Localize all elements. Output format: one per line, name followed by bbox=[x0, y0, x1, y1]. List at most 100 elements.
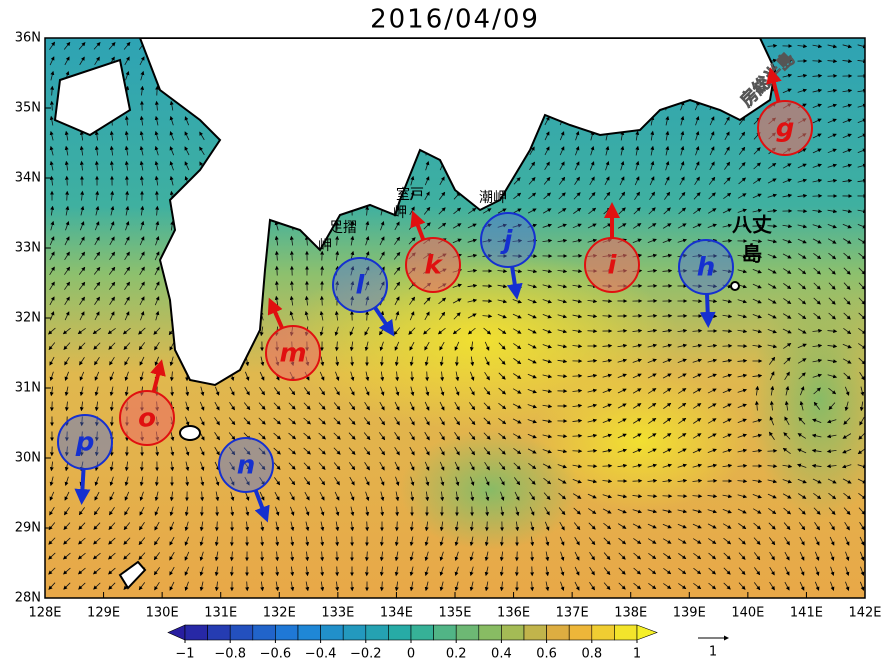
vector bbox=[364, 266, 370, 276]
vector bbox=[559, 176, 566, 185]
vector bbox=[110, 190, 115, 201]
vector bbox=[139, 356, 145, 366]
vector bbox=[680, 115, 685, 126]
vector bbox=[632, 328, 643, 333]
vector bbox=[139, 115, 144, 126]
vector bbox=[573, 207, 582, 214]
vector bbox=[467, 313, 477, 319]
vector bbox=[557, 344, 568, 349]
vector bbox=[424, 311, 430, 321]
vector bbox=[109, 221, 115, 231]
vector bbox=[544, 131, 550, 141]
vector bbox=[78, 281, 86, 290]
vector bbox=[289, 250, 294, 261]
vector bbox=[64, 56, 70, 66]
vector bbox=[557, 284, 568, 289]
vector bbox=[93, 266, 101, 275]
vector bbox=[482, 314, 493, 319]
vector bbox=[108, 281, 116, 290]
vector bbox=[812, 133, 822, 139]
vector bbox=[64, 311, 70, 321]
vector bbox=[767, 178, 777, 184]
vector bbox=[828, 282, 836, 290]
vector bbox=[572, 314, 583, 319]
vector bbox=[50, 85, 55, 96]
vector bbox=[602, 223, 612, 229]
x-tick-label: 141E bbox=[790, 606, 823, 621]
vector bbox=[530, 551, 535, 562]
vector bbox=[665, 115, 670, 126]
vector bbox=[452, 327, 461, 335]
vector bbox=[78, 41, 86, 50]
map-area bbox=[45, 38, 865, 598]
vector bbox=[199, 131, 205, 141]
vector bbox=[752, 193, 762, 199]
vector bbox=[410, 175, 415, 186]
vector bbox=[647, 268, 658, 273]
vector bbox=[827, 178, 838, 183]
vector bbox=[738, 177, 747, 185]
vector bbox=[574, 176, 580, 185]
vector bbox=[274, 280, 279, 291]
vector bbox=[94, 311, 100, 321]
vector bbox=[140, 205, 145, 216]
vector bbox=[767, 283, 777, 289]
vector bbox=[62, 327, 71, 335]
vector bbox=[827, 329, 838, 334]
vector bbox=[124, 266, 131, 275]
y-tick-label: 30N bbox=[15, 451, 41, 466]
vector bbox=[394, 236, 401, 245]
vector bbox=[409, 341, 415, 351]
vector bbox=[662, 328, 673, 333]
vector bbox=[482, 208, 492, 214]
vector bbox=[843, 312, 851, 320]
vector bbox=[467, 253, 478, 258]
vector bbox=[827, 133, 837, 139]
vector bbox=[424, 191, 430, 201]
sea bbox=[750, 280, 865, 520]
vector bbox=[154, 266, 160, 276]
vector bbox=[320, 356, 325, 367]
vector bbox=[589, 161, 595, 171]
vector bbox=[767, 43, 778, 48]
vector bbox=[154, 130, 159, 141]
vector bbox=[79, 130, 84, 141]
colorbar-cell bbox=[546, 624, 570, 641]
vector bbox=[812, 178, 823, 183]
vector bbox=[602, 463, 613, 468]
vector bbox=[572, 223, 582, 229]
vector bbox=[394, 521, 399, 532]
vector bbox=[497, 313, 507, 319]
vector bbox=[572, 433, 583, 438]
vector bbox=[453, 207, 462, 215]
vector bbox=[274, 235, 279, 246]
vector bbox=[677, 343, 688, 348]
vector bbox=[94, 145, 99, 156]
colorbar-cell bbox=[501, 624, 525, 641]
x-tick-label: 131E bbox=[204, 606, 237, 621]
vector bbox=[498, 342, 506, 350]
vector bbox=[662, 343, 673, 348]
vector bbox=[692, 223, 702, 229]
vector bbox=[468, 208, 477, 214]
vector bbox=[722, 238, 733, 243]
vector bbox=[350, 220, 355, 231]
vector bbox=[64, 266, 71, 275]
vector bbox=[604, 176, 610, 186]
vector bbox=[707, 343, 718, 348]
vector bbox=[828, 312, 836, 320]
vector bbox=[662, 313, 673, 318]
vector bbox=[140, 311, 145, 321]
vector bbox=[783, 342, 792, 349]
vector bbox=[649, 176, 655, 186]
vector bbox=[394, 221, 400, 231]
vector bbox=[124, 251, 130, 261]
vector bbox=[797, 193, 808, 198]
vector bbox=[394, 296, 400, 306]
vector bbox=[349, 341, 354, 352]
vector bbox=[647, 343, 658, 348]
vector bbox=[437, 327, 446, 335]
place-label: 岬 bbox=[318, 238, 332, 254]
vector bbox=[154, 341, 160, 351]
vector bbox=[812, 44, 823, 49]
